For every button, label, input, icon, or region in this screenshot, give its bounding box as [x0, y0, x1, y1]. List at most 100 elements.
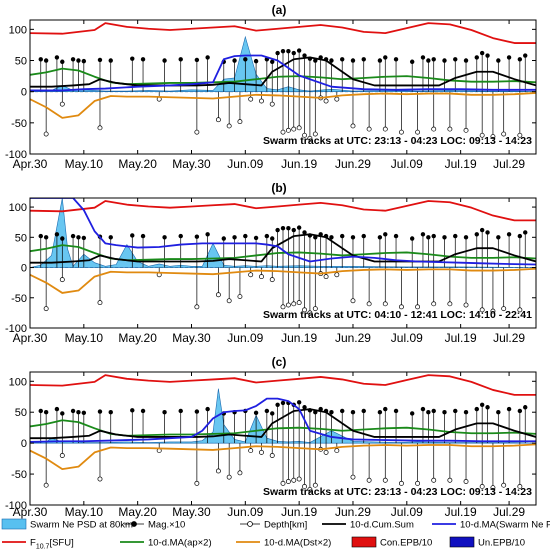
depth-marker: [194, 129, 200, 135]
mag-marker: [350, 58, 356, 63]
depth-marker: [259, 274, 264, 280]
mag-marker: [377, 235, 383, 240]
depth-marker: [431, 477, 437, 483]
depth-marker: [215, 117, 221, 123]
mag-marker: [442, 58, 447, 63]
mag-marker: [140, 57, 146, 62]
y-tick-label: 0: [21, 87, 27, 99]
x-tick-label: Jun.09: [227, 157, 263, 171]
x-tick-label: Apr.30: [13, 331, 48, 345]
depth-marker: [334, 272, 340, 278]
mag-marker: [361, 408, 366, 414]
legend: Swarm Ne PSD at 80km Mag.×10 Depth[km] 10-d…: [1, 518, 550, 551]
mag-marker: [420, 406, 426, 412]
depth-marker: [59, 453, 65, 458]
mag-marker: [340, 233, 345, 239]
legend-item: 10-d.MA(Swarm Ne PSD): [432, 520, 550, 531]
mag-marker: [54, 406, 60, 412]
depth-marker: [447, 126, 453, 132]
depth-marker: [323, 274, 329, 280]
depth-marker: [296, 476, 302, 482]
depth-marker: [517, 483, 523, 489]
legend-label: F10.7[SFU]: [30, 538, 74, 551]
mag-marker: [97, 57, 103, 63]
legend-swatch-marker: [131, 521, 137, 527]
depth-marker: [447, 301, 453, 307]
x-tick-label: Jun.29: [335, 157, 371, 171]
mag-marker: [194, 57, 200, 63]
depth-marker: [490, 134, 496, 139]
mag-marker: [296, 400, 302, 405]
mag-marker: [280, 48, 286, 54]
depth-marker: [226, 474, 232, 480]
depth-marker: [307, 310, 313, 316]
depth-marker: [226, 298, 232, 304]
legend-item: 10-d.MA(ap×2): [120, 538, 212, 549]
depth-marker: [323, 449, 329, 455]
depth-marker: [215, 292, 221, 298]
plot-frame: [29, 19, 537, 155]
mag-marker: [270, 59, 275, 64]
mag-marker: [361, 57, 366, 62]
panel-label: (c): [272, 355, 287, 369]
series-line: [30, 54, 536, 92]
depth-marker: [323, 98, 329, 104]
mag-marker: [81, 410, 87, 416]
mag-marker: [280, 226, 286, 231]
depth-marker: [415, 480, 421, 486]
depth-marker: [366, 301, 372, 307]
mag-marker: [296, 225, 302, 230]
legend-label: 10-d.Cum.Sum: [350, 520, 414, 531]
mag-marker: [243, 57, 248, 62]
depth-marker: [237, 470, 243, 476]
mag-marker: [205, 406, 210, 412]
mag-marker: [329, 410, 334, 415]
mag-marker: [130, 233, 135, 238]
mag-marker: [496, 235, 501, 240]
depth-marker: [307, 487, 313, 492]
depth-marker: [215, 468, 221, 474]
mag-marker: [506, 55, 512, 60]
depth-marker: [490, 308, 496, 314]
legend-label: Swarm Ne PSD at 80km: [30, 520, 133, 531]
mag-marker: [38, 57, 43, 62]
x-tick-label: May.30: [172, 157, 211, 171]
mag-marker: [162, 410, 167, 415]
x-tick-label: May.10: [65, 505, 104, 519]
depth-marker: [312, 482, 318, 488]
depth-marker: [259, 98, 264, 104]
series-line: [30, 443, 536, 471]
mag-marker: [302, 405, 307, 410]
series-line: [30, 200, 536, 222]
mag-marker: [54, 55, 60, 60]
x-tick-label: Jun.19: [281, 505, 317, 519]
legend-label: 10-d.MA(Swarm Ne PSD): [460, 520, 550, 531]
mag-marker: [409, 411, 415, 416]
mag-marker: [431, 57, 436, 62]
legend-label: 10-d.MA(Dst×2): [264, 538, 331, 549]
mag-marker: [453, 57, 458, 62]
mag-marker: [286, 48, 291, 54]
mag-marker: [383, 232, 388, 237]
mag-marker: [108, 235, 113, 240]
mag-marker: [253, 410, 259, 416]
depth-marker: [398, 480, 404, 486]
time-annotation: Swarm tracks at UTC: 23:13 - 04:23 LOC: …: [263, 135, 532, 147]
mag-marker: [270, 236, 275, 241]
mag-marker: [453, 233, 458, 239]
mag-marker: [453, 408, 458, 414]
mag-marker: [205, 55, 210, 60]
depth-marker: [431, 126, 437, 132]
x-tick-label: Jul.09: [391, 331, 423, 345]
mag-marker: [431, 408, 436, 414]
mag-marker: [140, 408, 146, 414]
mag-marker: [383, 406, 388, 412]
depth-marker: [43, 131, 49, 137]
mag-marker: [517, 408, 523, 414]
mag-marker: [485, 230, 490, 235]
series-line: [30, 92, 536, 119]
mag-marker: [275, 227, 280, 233]
x-tick-label: May.30: [172, 505, 211, 519]
y-tick-label: 100: [9, 24, 27, 36]
